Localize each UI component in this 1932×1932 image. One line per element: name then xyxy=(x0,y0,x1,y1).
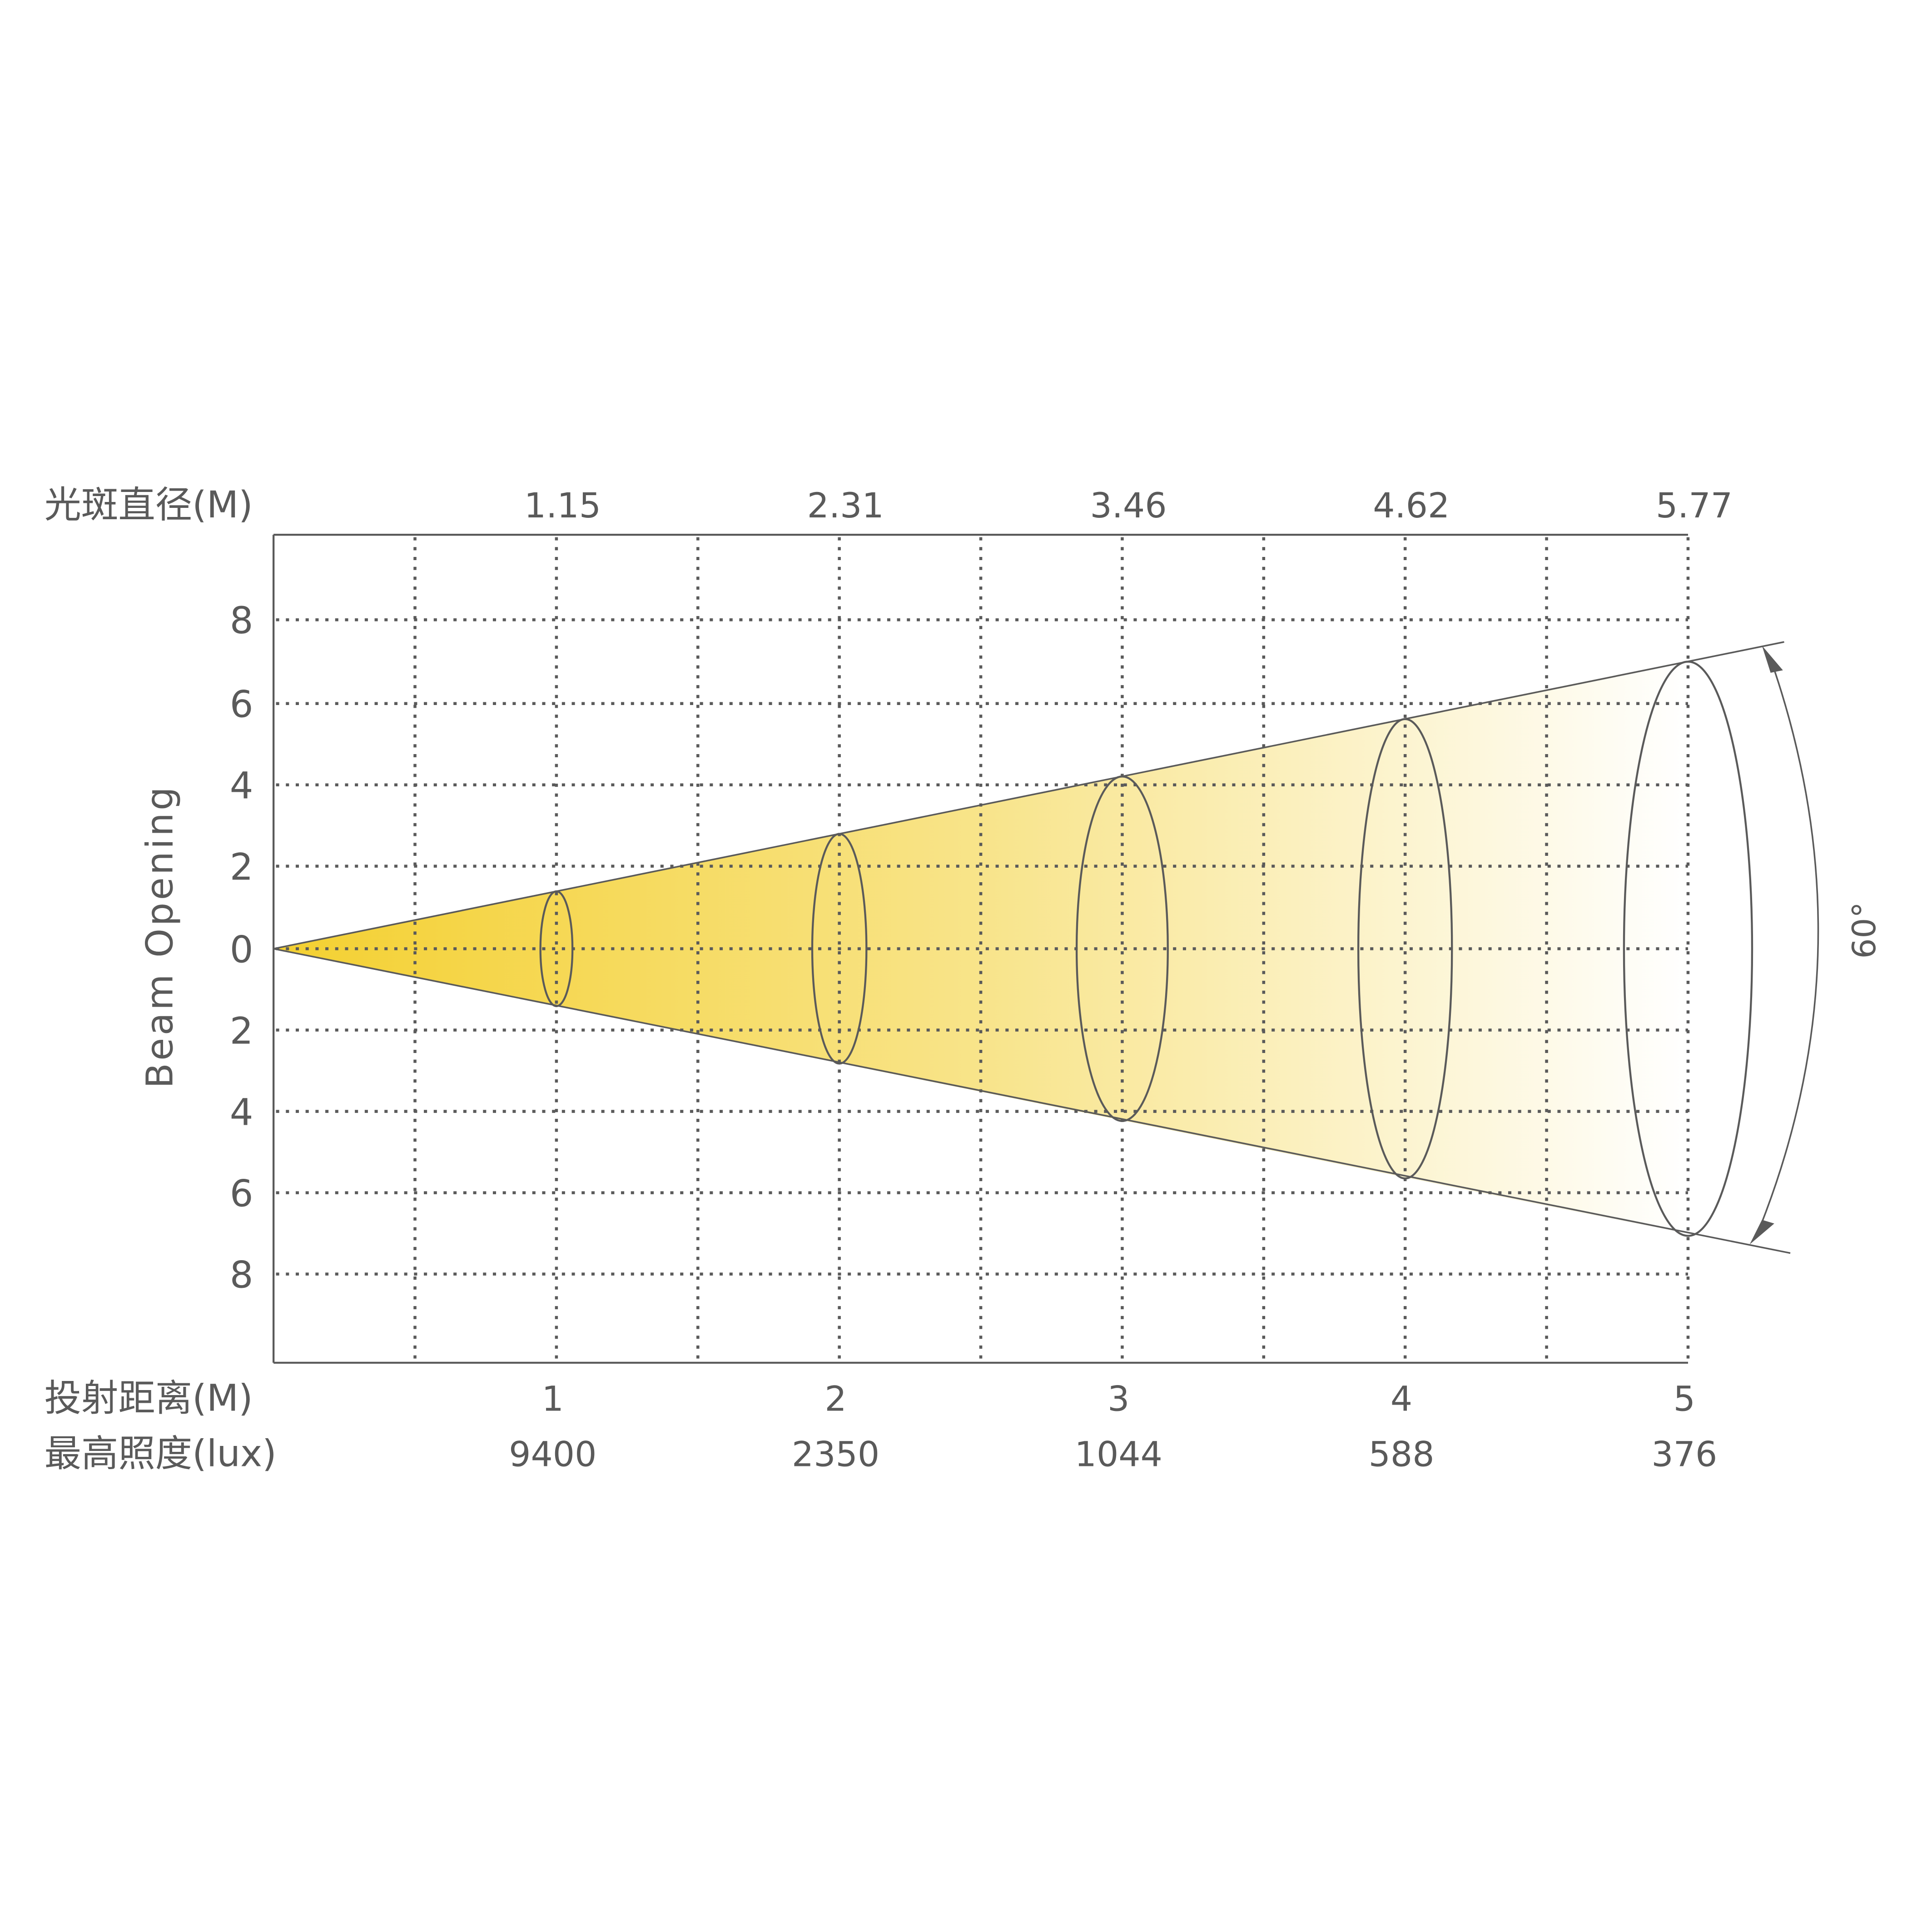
lux-value-label: 376 xyxy=(1651,1435,1717,1475)
beam-cross-section xyxy=(1623,661,1753,1237)
beam-angle-label: 60° xyxy=(1846,902,1883,959)
spot-diameter-label: 3.46 xyxy=(1090,486,1167,526)
top-axis-label: 光斑直径(M) xyxy=(45,483,253,526)
spot-diameter-label: 2.31 xyxy=(807,486,884,526)
y-tick-label: 2 xyxy=(230,1009,253,1053)
spot-diameter-label: 1.15 xyxy=(524,486,601,526)
y-tick-label: 6 xyxy=(230,683,253,726)
y-tick-label: 4 xyxy=(230,765,253,808)
distance-tick-label: 3 xyxy=(1108,1379,1129,1419)
lux-value-label: 1044 xyxy=(1075,1435,1162,1475)
beam-cross-section xyxy=(1075,775,1169,1122)
spot-diameter-label: 5.77 xyxy=(1656,486,1733,526)
y-axis-label: Beam Opening xyxy=(139,785,182,1088)
distance-tick-label: 5 xyxy=(1674,1379,1695,1419)
beam-cross-section xyxy=(1357,718,1453,1180)
distance-tick-label: 1 xyxy=(542,1379,564,1419)
angle-arc xyxy=(1756,655,1819,1235)
y-tick-label: 0 xyxy=(230,928,253,971)
grid: 8 6 4 2 0 2 4 6 8 xyxy=(230,537,1690,1361)
beam-edge-bottom xyxy=(273,948,1791,1254)
y-tick-label: 8 xyxy=(230,599,253,642)
lux-value-label: 588 xyxy=(1369,1435,1435,1475)
y-tick-label: 2 xyxy=(230,846,253,889)
lux-value-label: 2350 xyxy=(792,1435,879,1475)
y-tick-label: 8 xyxy=(230,1253,253,1296)
beam-edge-top xyxy=(273,641,1784,950)
beam-cross-section xyxy=(539,890,574,1008)
beam-cross-section xyxy=(811,833,868,1065)
spot-diameter-label: 4.62 xyxy=(1373,486,1450,526)
distance-label: 投射距离(M) xyxy=(45,1377,253,1420)
y-tick-label: 6 xyxy=(230,1172,253,1215)
lux-label: 最高照度(lux) xyxy=(45,1432,277,1475)
distance-tick-label: 4 xyxy=(1391,1379,1412,1419)
lux-value-label: 9400 xyxy=(509,1435,596,1475)
y-tick-label: 4 xyxy=(230,1091,253,1134)
distance-tick-label: 2 xyxy=(824,1379,846,1419)
arrow-head-bottom-icon xyxy=(1749,1220,1774,1245)
arrow-head-top-icon xyxy=(1762,646,1783,673)
beam-cone xyxy=(273,660,1688,1235)
